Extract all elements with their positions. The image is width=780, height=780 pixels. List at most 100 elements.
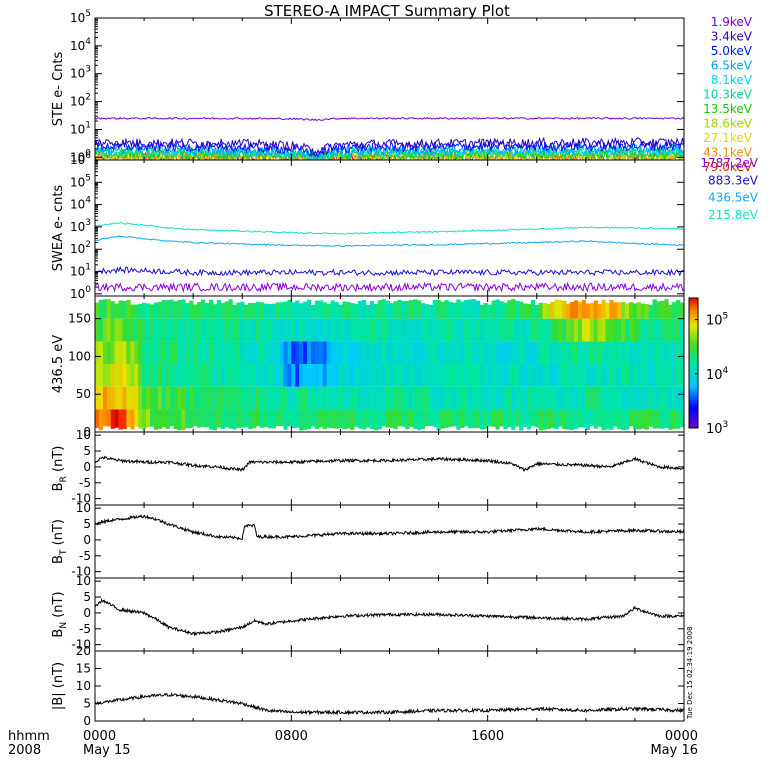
colorbar-segment (689, 406, 698, 409)
bn-ytick-label: 0 (83, 606, 91, 620)
heatmap-cell (629, 341, 634, 364)
heatmap-cell (126, 300, 131, 319)
heatmap-cell (503, 409, 508, 429)
heatmap-cell (581, 386, 587, 410)
heatmap-cell (550, 364, 555, 387)
heatmap-cell (593, 300, 598, 319)
heatmap-cell (373, 318, 379, 342)
heatmap-cell (424, 318, 430, 342)
heatmap-cell (369, 386, 375, 410)
heatmap-cell (417, 300, 422, 319)
colorbar-segment (689, 408, 698, 412)
heatmap-cell (244, 409, 249, 428)
heatmap-cell (130, 304, 135, 319)
heatmap-cell (122, 386, 127, 410)
swea-ytick-label: 103 (70, 218, 91, 234)
heatmap-cell (464, 341, 469, 364)
heatmap-cell (601, 386, 606, 410)
heatmap-cell (161, 300, 167, 319)
heatmap-cell (495, 318, 500, 342)
swea-legend-215.8eV: 215.8eV (708, 208, 759, 222)
heatmap-cell (460, 318, 465, 342)
heatmap-cell (401, 318, 406, 342)
swea-ytick-exp: 5 (85, 173, 91, 183)
heatmap-cell (146, 341, 151, 364)
colorbar-segment (689, 382, 698, 386)
colorbar-segment (689, 412, 698, 416)
heatmap-cell (566, 303, 571, 319)
heatmap-cell (444, 318, 449, 342)
heatmap-cell (299, 318, 304, 342)
heatmap-cell (625, 341, 630, 364)
heatmap-cell (193, 341, 198, 364)
heatmap-cell (330, 341, 335, 364)
heatmap-cell (585, 318, 591, 342)
heatmap-cell (613, 364, 618, 387)
heatmap-cell (625, 386, 630, 410)
heatmap-cell (224, 409, 229, 428)
heatmap-cell (668, 364, 673, 387)
heatmap-cell (181, 341, 186, 364)
heatmap-cell (216, 318, 221, 342)
heatmap-cell (613, 386, 618, 410)
heatmap-cell (491, 364, 496, 387)
heatmap-cell (578, 302, 583, 319)
br-ytick-label: 0 (83, 460, 91, 474)
heatmap-cell (648, 341, 653, 364)
heatmap-cell (381, 364, 386, 387)
heatmap-cell (420, 303, 426, 319)
heatmap-cell (342, 301, 347, 319)
heatmap-cell (538, 341, 543, 364)
heatmap-cell (530, 386, 536, 410)
heatmap-cell (452, 386, 457, 410)
heatmap-cell (362, 364, 367, 387)
heatmap-cell (138, 409, 143, 429)
heatmap-cell (197, 386, 202, 410)
heatmap-cell (558, 341, 563, 364)
heatmap-cell (338, 386, 343, 410)
heatmap-cell (358, 409, 363, 429)
heatmap-cell (420, 364, 426, 387)
heatmap-cell (542, 386, 547, 410)
heatmap-cell (648, 409, 653, 427)
heatmap-cell (538, 409, 543, 431)
heatmap-cell (444, 386, 449, 410)
heatmap-cell (326, 386, 331, 410)
heatmap-cell (644, 386, 649, 410)
time-tick-label: 0800 (275, 729, 308, 744)
colorbar-segment (689, 315, 698, 318)
colorbar-segment (689, 419, 698, 422)
heatmap-cell (417, 341, 422, 364)
heatmap-cell (102, 318, 108, 342)
heatmap-cell (287, 341, 292, 364)
heatmap-cell (330, 318, 335, 342)
heatmap-cell (542, 364, 547, 387)
heatmap-cell (98, 386, 104, 410)
heatmap-cell (617, 302, 622, 319)
heatmap-cell (538, 364, 543, 387)
heatmap-cell (193, 304, 198, 319)
heatmap-cell (409, 341, 414, 364)
colorbar-segment (689, 404, 698, 407)
heatmap-cell (95, 409, 100, 428)
heatmap-cell (456, 386, 461, 410)
heatmap-cell (633, 364, 638, 387)
heatmap-cell (291, 409, 296, 429)
heatmap-cell (106, 341, 112, 364)
heatmap-cell (220, 364, 225, 387)
heatmap-cell (346, 301, 351, 319)
heatmap-cell (566, 386, 571, 410)
heatmap-cell (495, 386, 500, 410)
ste-legend-13.5keV: 13.5keV (703, 102, 753, 116)
heatmap-cell (377, 318, 382, 342)
colorbar-segment (689, 356, 698, 360)
heatmap-cell (597, 318, 602, 342)
heatmap-cell (126, 386, 131, 410)
heatmap-cell (256, 364, 261, 387)
bn-ytick-label: -10 (71, 638, 91, 652)
heatmap-cell (428, 364, 434, 387)
heatmap-cell (593, 341, 598, 364)
heatmap-cell (189, 409, 194, 429)
heatmap-cell (613, 409, 618, 427)
heatmap-cell (393, 341, 398, 364)
